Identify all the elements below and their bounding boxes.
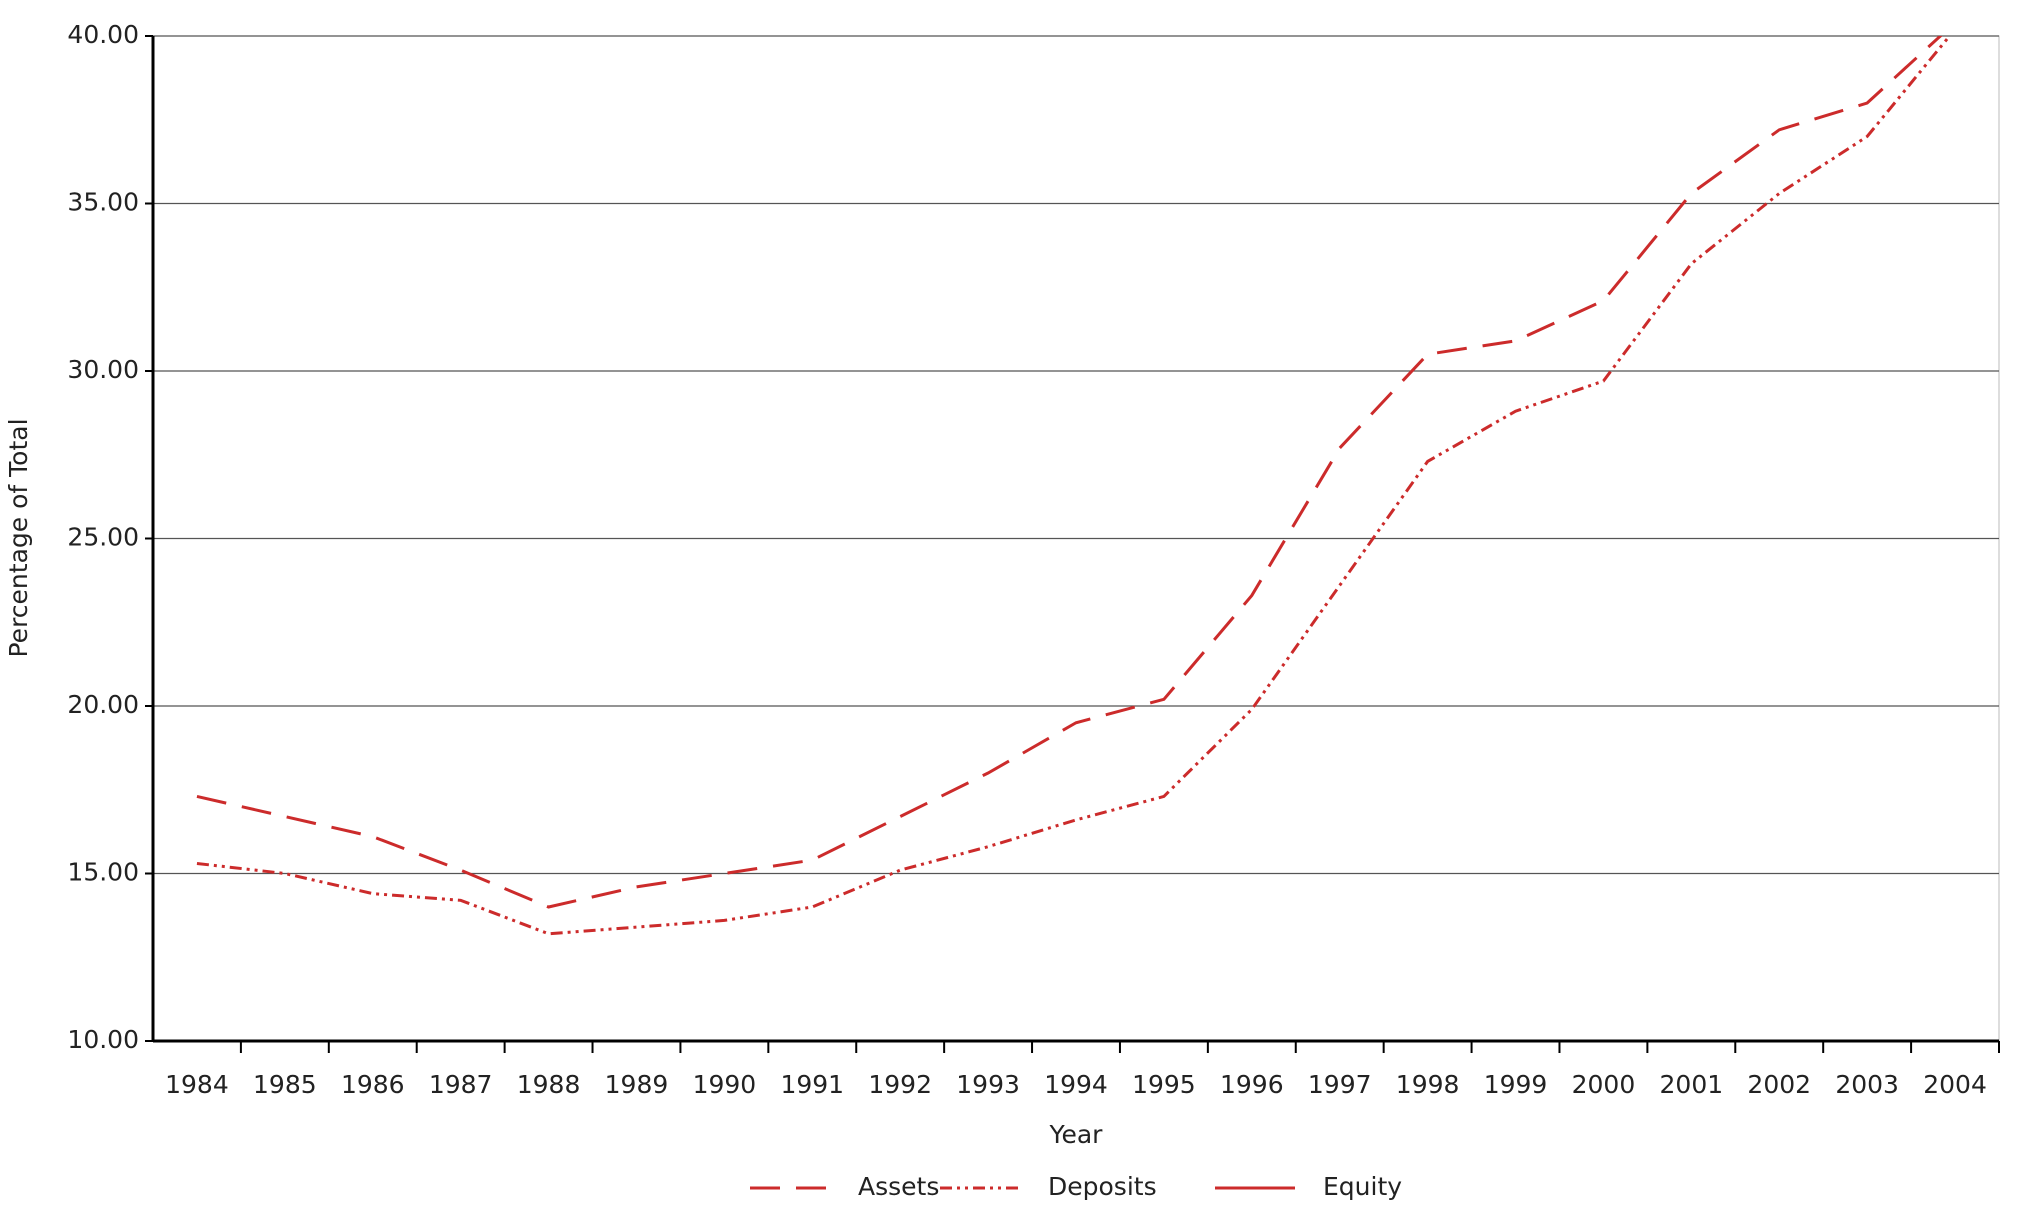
x-tick-label: 1997 <box>1308 1070 1372 1099</box>
x-tick-label: 2004 <box>1923 1070 1987 1099</box>
x-tick-label: 1991 <box>780 1070 844 1099</box>
x-axis-label: Year <box>1049 1120 1104 1149</box>
plot-lines <box>196 36 1952 936</box>
x-tick-label: 2001 <box>1660 1070 1724 1099</box>
x-tick-label: 1990 <box>693 1070 757 1099</box>
y-tick-label: 25.00 <box>67 523 139 552</box>
x-tick-label: 1995 <box>1132 1070 1196 1099</box>
legend-item: Equity <box>1215 1172 1402 1201</box>
x-tick-label: 1999 <box>1484 1070 1548 1099</box>
series-line <box>196 36 1952 936</box>
y-tick-label: 15.00 <box>67 858 139 887</box>
x-tick-label: 1989 <box>605 1070 669 1099</box>
x-tick-label: 1992 <box>868 1070 932 1099</box>
x-tick-label: 1984 <box>165 1070 229 1099</box>
y-axis-label: Percentage of Total <box>4 418 33 657</box>
legend-item: Deposits <box>940 1172 1157 1201</box>
legend-label: Deposits <box>1048 1172 1157 1201</box>
x-tick-label: 1996 <box>1220 1070 1284 1099</box>
x-tick-label: 2003 <box>1835 1070 1899 1099</box>
x-tick-label: 1993 <box>956 1070 1020 1099</box>
x-tick-label: 2002 <box>1747 1070 1811 1099</box>
legend-label: Assets <box>858 1172 939 1201</box>
legend-item: Assets <box>750 1172 939 1201</box>
y-tick-label: 35.00 <box>67 188 139 217</box>
x-tick-label: 2000 <box>1572 1070 1636 1099</box>
x-tick-label: 1998 <box>1396 1070 1460 1099</box>
series-line <box>196 36 1943 909</box>
x-tick-label: 1987 <box>429 1070 493 1099</box>
x-tick-label: 1985 <box>253 1070 317 1099</box>
y-tick-label: 40.00 <box>67 20 139 49</box>
x-tick-label: 1988 <box>517 1070 581 1099</box>
y-tick-label: 30.00 <box>67 355 139 384</box>
y-tick-label: 20.00 <box>67 690 139 719</box>
x-tick-label: 1986 <box>341 1070 405 1099</box>
legend-label: Equity <box>1323 1172 1402 1201</box>
x-tick-label: 1994 <box>1044 1070 1108 1099</box>
y-tick-label: 10.00 <box>67 1025 139 1054</box>
